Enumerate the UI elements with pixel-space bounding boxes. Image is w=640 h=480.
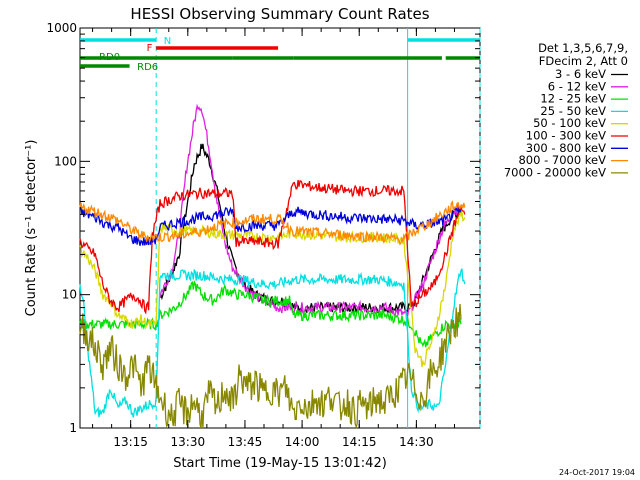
series-line-4 [79, 211, 466, 368]
series-line-3 [79, 268, 466, 418]
x-tick-label-3: 14:00 [285, 435, 320, 449]
legend-header-line-2: FDecim 2, Att 0 [539, 54, 628, 68]
date-stamp: 24-Oct-2017 19:04 [559, 468, 635, 477]
x-tick-label-4: 14:15 [342, 435, 377, 449]
y-tick-label-3: 1000 [46, 21, 77, 35]
series-line-7 [79, 200, 466, 246]
series-100-300kev [79, 179, 466, 315]
legend-label-2: 12 - 25 keV [540, 92, 606, 106]
x-tick-label-1: 13:30 [171, 435, 206, 449]
axes-layer: 1 10 100 1000 13:15 13:30 13:45 14:00 14:15 14:30 [46, 21, 480, 449]
series-line-6 [79, 206, 462, 246]
plot-data-layer [79, 28, 481, 429]
series-50-100kev [79, 211, 466, 368]
legend-label-1: 6 - 12 keV [548, 79, 606, 93]
y-tick-label-1: 10 [62, 288, 77, 302]
flag-label-rd0: RD0 [99, 52, 120, 63]
series-line-5 [79, 179, 466, 315]
chart-title: HESSI Observing Summary Count Rates [130, 5, 429, 23]
series-300-800kev [79, 206, 462, 246]
x-tick-label-2: 13:45 [228, 435, 263, 449]
flag-label-rd6: RD6 [137, 62, 158, 73]
flag-label-n: N [164, 36, 171, 47]
x-tick-label-5: 14:30 [399, 435, 434, 449]
x-axis-label: Start Time (19-May-15 13:01:42) [173, 456, 387, 471]
flag-label-f: F [147, 43, 153, 54]
legend-label-8: 7000 - 20000 keV [504, 165, 606, 179]
series-25-50kev [79, 268, 466, 418]
y-tick-label-0: 1 [69, 421, 77, 435]
legend-label-3: 25 - 50 keV [540, 104, 606, 118]
legend-label-5: 100 - 300 keV [526, 129, 606, 143]
y-tick-label-2: 100 [54, 154, 77, 168]
x-tick-label-0: 13:15 [113, 435, 148, 449]
series-800-7000kev [79, 200, 466, 246]
legend-label-7: 800 - 7000 keV [518, 153, 606, 167]
series-7000-20000kev [79, 303, 462, 429]
series-line-8 [79, 303, 462, 429]
series-12-25kev [79, 279, 462, 348]
y-axis-label: Count Rate (s⁻¹ detector⁻¹) [24, 140, 39, 317]
legend: Det 1,3,5,6,7,9, FDecim 2, Att 0 3 - 6 k… [504, 41, 628, 179]
legend-header-line-1: Det 1,3,5,6,7,9, [538, 41, 628, 55]
series-line-2 [79, 279, 462, 348]
legend-label-6: 300 - 800 keV [526, 141, 606, 155]
legend-label-0: 3 - 6 keV [555, 67, 606, 81]
plot-frame [79, 27, 481, 429]
flag-bars-layer: NF RD0 RD6 [80, 36, 480, 73]
legend-label-4: 50 - 100 keV [533, 116, 606, 130]
